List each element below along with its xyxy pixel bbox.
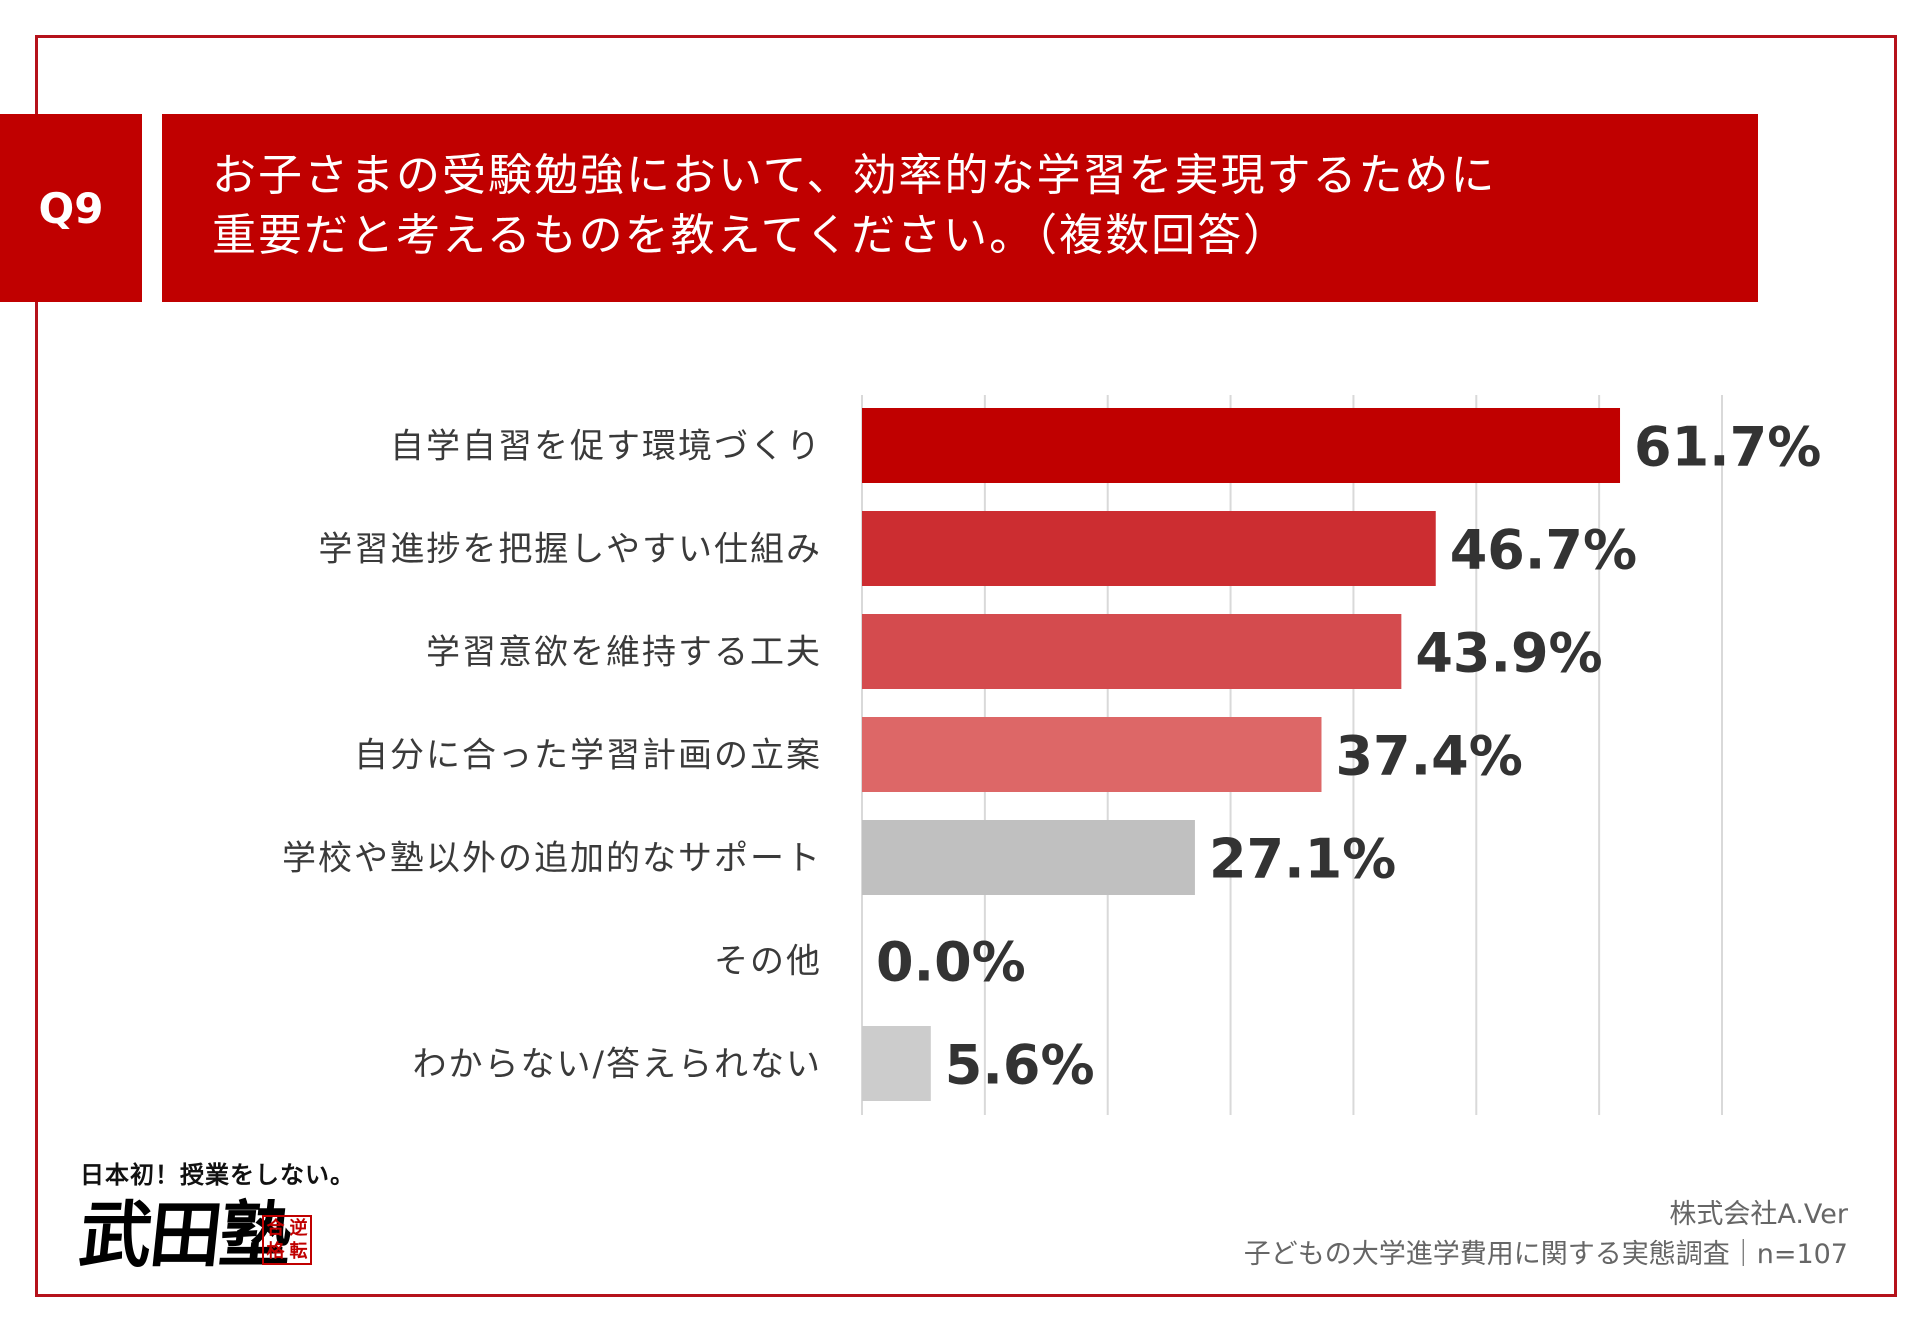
chart-bars [862,408,1621,1101]
value-label: 37.4% [1335,725,1522,788]
value-label: 0.0% [876,931,1026,994]
category-label: 学習意欲を維持する工夫 [426,633,822,673]
source-company: 株式会社A.Ver [1669,1199,1848,1230]
value-label: 5.6% [945,1034,1095,1097]
source-survey: 子どもの大学進学費用に関する実態調査｜n=107 [1243,1239,1848,1270]
source-note: 株式会社A.Ver 子どもの大学進学費用に関する実態調査｜n=107 [1244,1195,1848,1275]
logo-stamp-char: 逆 [289,1218,308,1239]
bar [862,717,1322,792]
question-title: お子さまの受験勉強において、効率的な学習を実現するために 重要だと考えるものを教… [162,114,1758,302]
category-label: 学習進捗を把握しやすい仕組み [318,530,822,570]
value-label: 43.9% [1415,622,1602,685]
outer-frame [35,35,1897,1297]
logo-stamp-char: 転 [289,1241,308,1262]
bar [862,820,1195,895]
chart-value-labels: 61.7% 46.7% 43.9% 37.4% 27.1% 0.0% 5.6% [876,416,1821,1097]
category-label: わからない/答えられない [413,1045,822,1085]
question-badge: Q9 [0,114,142,302]
logo-tagline: 日本初！授業をしない。 [80,1160,355,1189]
bar [862,408,1621,483]
logo-stamp-char: 格 [266,1241,285,1262]
category-label: その他 [714,942,822,982]
question-title-line-2: 重要だと考えるものを教えてください。（複数回答） [212,210,1290,261]
value-label: 46.7% [1450,519,1637,582]
chart-category-labels: 自学自習を促す環境づくり学習進捗を把握しやすい仕組み学習意欲を維持する工夫自分に… [282,427,822,1085]
bar [862,1026,931,1101]
value-label: 61.7% [1634,416,1821,479]
value-label: 27.1% [1209,828,1396,891]
category-label: 自学自習を促す環境づくり [390,427,822,467]
logo-stamp: 合 逆 格 転 [262,1215,312,1265]
question-title-line-1: お子さまの受験勉強において、効率的な学習を実現するために [212,150,1497,201]
category-label: 自分に合った学習計画の立案 [354,736,822,776]
logo-stamp-char: 合 [266,1218,285,1239]
bar [862,614,1402,689]
category-label: 学校や塾以外の追加的なサポート [282,839,822,879]
bar [862,511,1436,586]
